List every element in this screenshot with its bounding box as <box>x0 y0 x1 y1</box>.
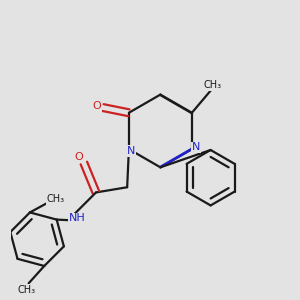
Text: CH₃: CH₃ <box>47 194 65 204</box>
Text: CH₃: CH₃ <box>18 285 36 295</box>
Text: NH: NH <box>69 213 85 224</box>
Text: O: O <box>74 152 83 162</box>
Text: N: N <box>126 146 135 156</box>
Text: CH₃: CH₃ <box>204 80 222 90</box>
Text: N: N <box>192 142 200 152</box>
Text: O: O <box>92 101 101 111</box>
